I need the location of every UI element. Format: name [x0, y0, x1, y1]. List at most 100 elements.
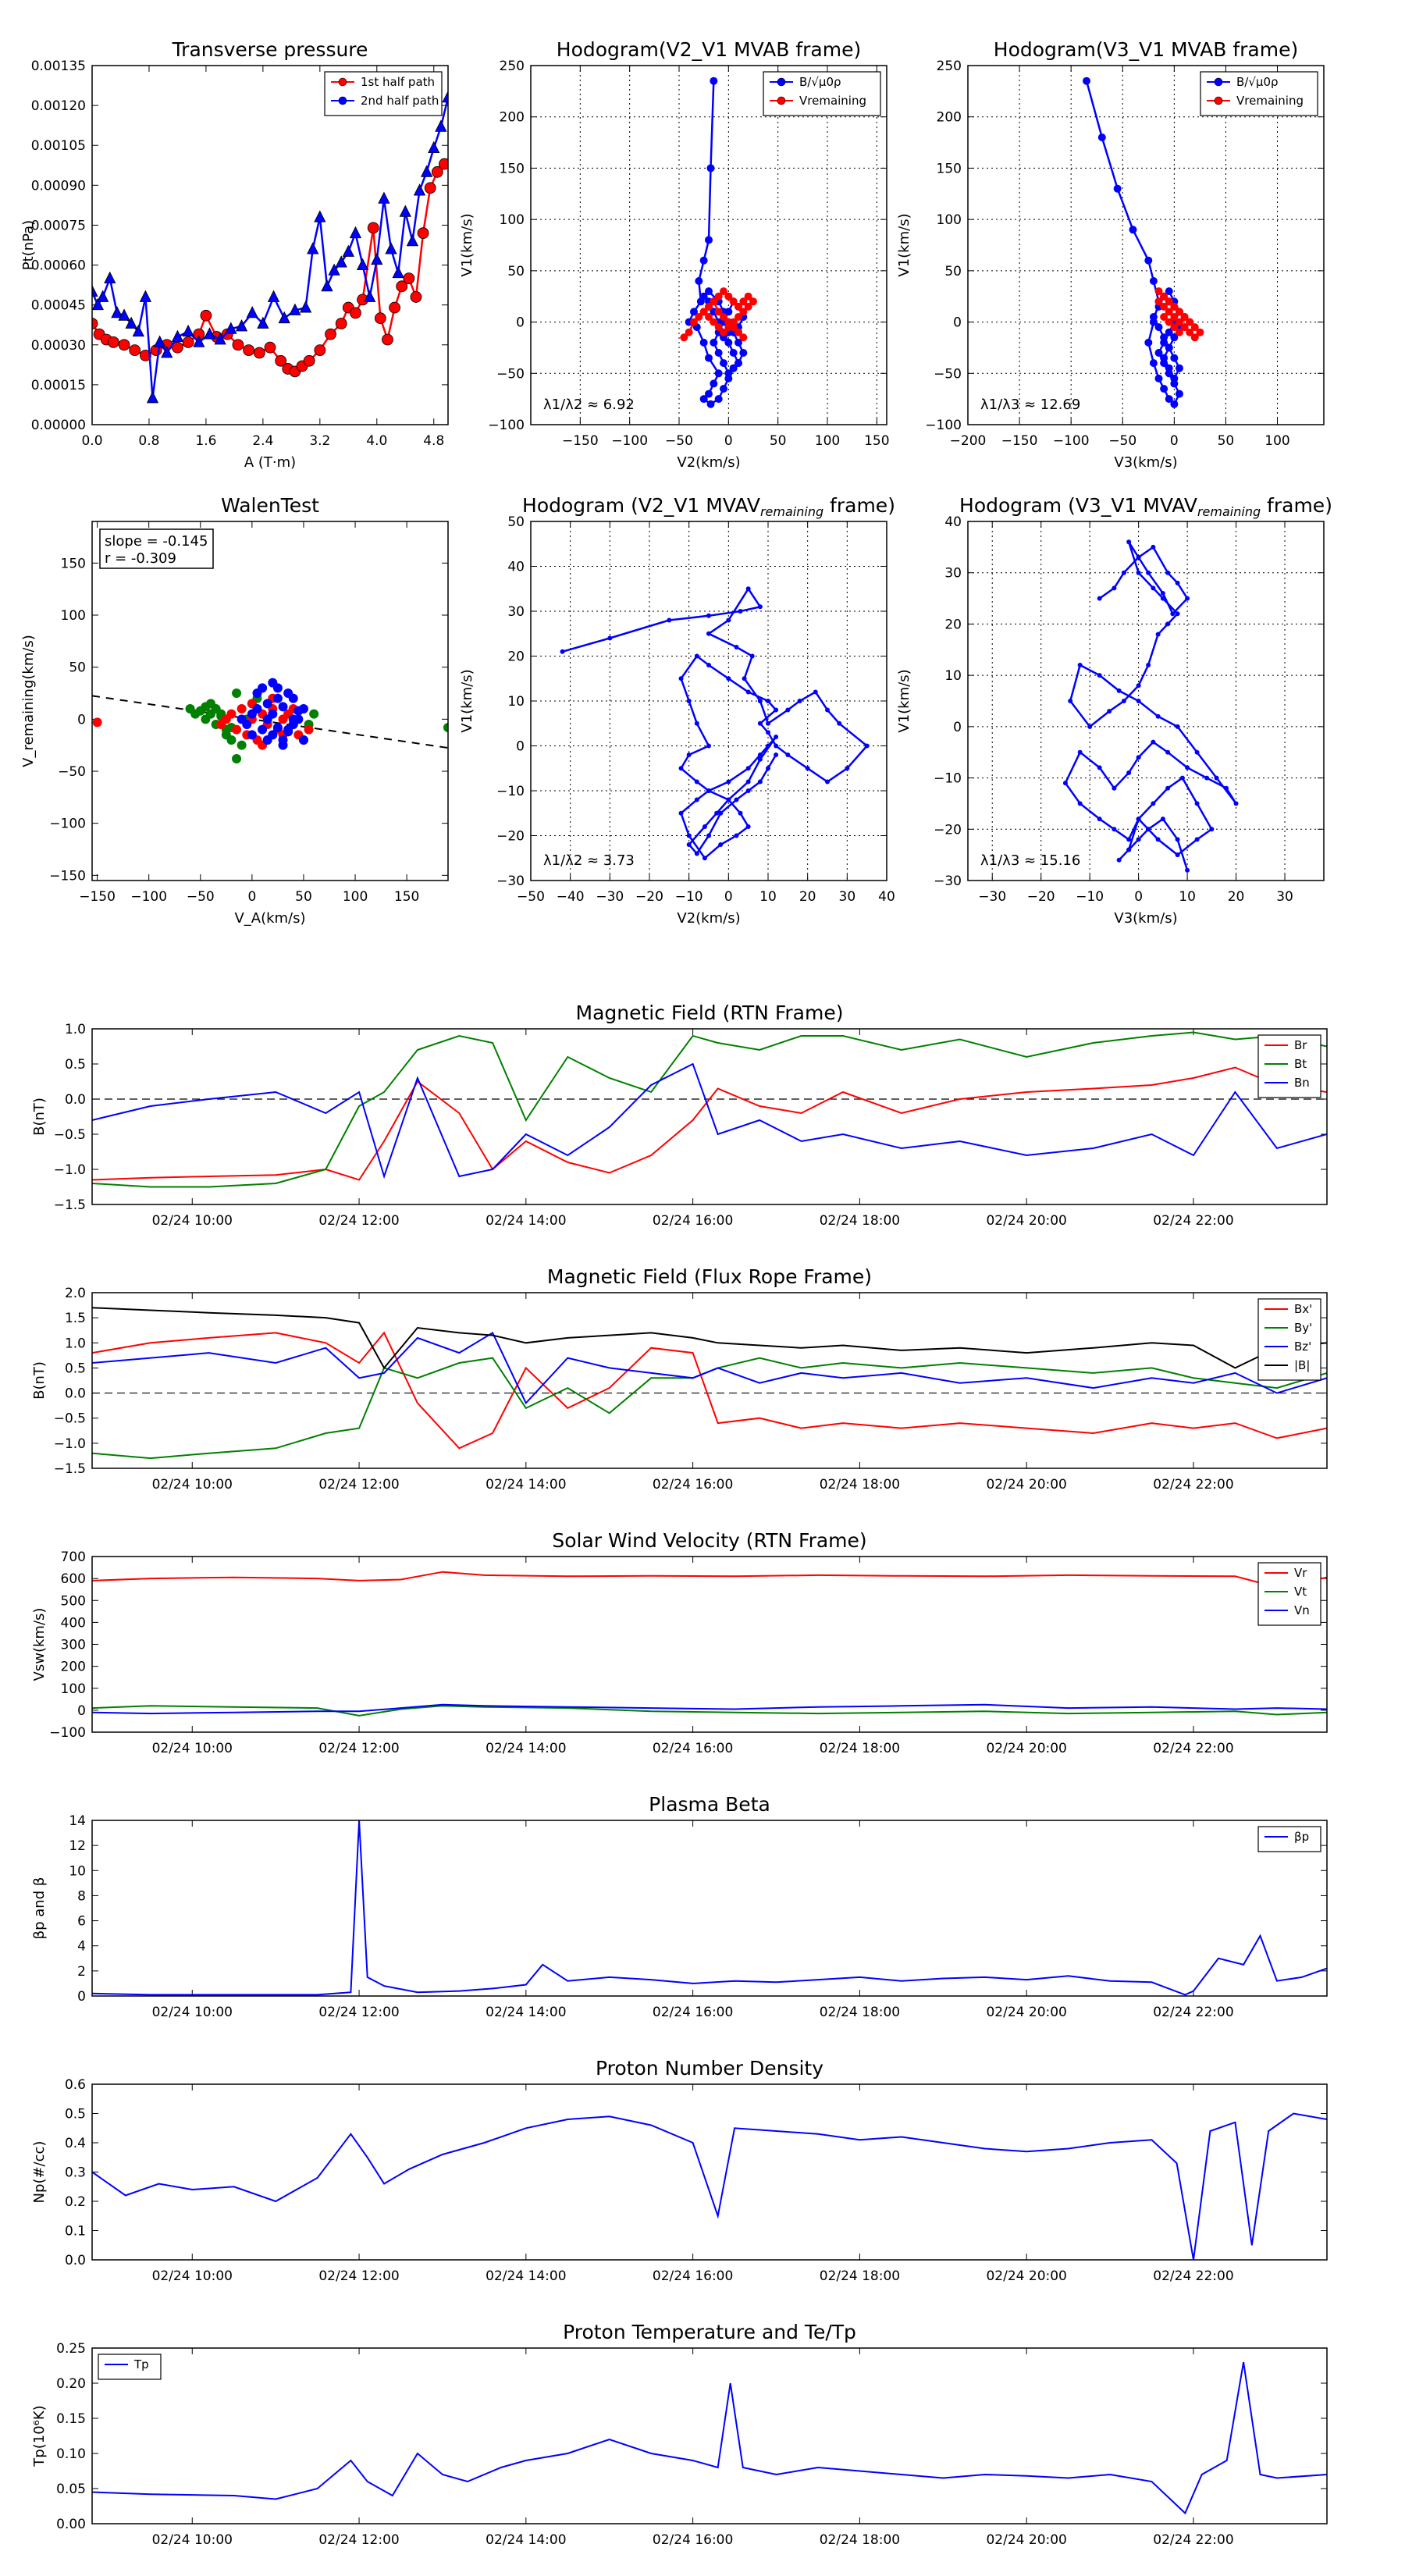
series-line-Br	[92, 1066, 1327, 1181]
magnetic-field-rtn-chart: Magnetic Field (RTN Frame)02/24 10:00 02/…	[31, 1002, 1328, 1229]
y-tick-label: 0.5	[65, 1361, 86, 1376]
legend-label: Br	[1294, 1038, 1307, 1052]
data-point	[1097, 133, 1106, 141]
data-point	[864, 743, 870, 749]
y-tick-label: 0.20	[56, 2376, 86, 2392]
y-axis-label: Np(#/cc)	[31, 2141, 48, 2204]
data-point	[232, 754, 242, 763]
magnetic-field-flux-rope-chart: Magnetic Field (Flux Rope Frame)02/24 10…	[31, 1265, 1328, 1493]
data-layer	[1062, 539, 1239, 873]
x-tick-label: 02/24 14:00	[486, 1477, 566, 1493]
legend-box	[1257, 1826, 1321, 1852]
data-point	[706, 833, 711, 838]
data-point	[710, 297, 718, 306]
data-point	[139, 290, 152, 302]
x-tick-label: 0	[1170, 433, 1179, 449]
x-tick-label: 02/24 16:00	[653, 1213, 733, 1229]
data-point	[1160, 333, 1168, 342]
x-tick-label: 02/24 22:00	[1153, 1477, 1233, 1493]
y-tick-label: 0.10	[56, 2446, 86, 2462]
y-tick-label: 0.00105	[31, 138, 86, 154]
data-point	[1146, 663, 1151, 667]
data-point	[1155, 837, 1161, 842]
data-point	[726, 676, 731, 681]
data-point	[1170, 333, 1179, 342]
y-tick-label: 14	[69, 1813, 86, 1829]
y-tick-label: 150	[937, 161, 962, 176]
axes: 0.0 0.8 1.6 2.4 3.2 4.0 4.8 0.00000 0.00015 0.000…	[31, 59, 448, 449]
axes: 02/24 10:00 02/24 12:00 02/24 14:00 02/24 1…	[69, 1813, 1327, 2020]
data-point	[278, 740, 288, 750]
series-line-p	[92, 1820, 1327, 1996]
data-point	[1170, 354, 1179, 362]
data-point	[699, 292, 708, 301]
data-point	[1170, 313, 1179, 321]
x-tick-label: 10	[1179, 889, 1196, 905]
stats-line: r = -0.309	[105, 550, 176, 567]
x-tick-label: 0	[1134, 889, 1143, 905]
data-point	[1160, 292, 1168, 301]
x-tick-label: 02/24 16:00	[653, 2268, 733, 2284]
data-point	[153, 335, 166, 347]
data-point	[1121, 570, 1126, 575]
y-tick-label: 40	[944, 514, 962, 530]
chart-title: Hodogram (V3_V1 MVAVremaining frame)	[959, 494, 1332, 519]
data-point	[1194, 837, 1200, 842]
legend: Br Bt Bn	[1257, 1034, 1321, 1098]
x-tick-label: 02/24 18:00	[820, 1213, 900, 1229]
x-axis-label: V2(km/s)	[677, 910, 740, 927]
x-tick-label: −30	[596, 889, 624, 905]
data-point	[1154, 349, 1163, 357]
data-layer	[92, 678, 448, 763]
data-point	[735, 359, 742, 368]
data-point	[1116, 688, 1122, 693]
data-point	[766, 699, 770, 703]
y-tick-label: 0.0	[65, 1092, 86, 1108]
x-tick-label: 50	[770, 433, 787, 449]
data-point	[1170, 374, 1179, 382]
data-point	[257, 316, 269, 329]
data-point	[443, 723, 448, 732]
data-point	[272, 683, 283, 693]
data-point	[738, 810, 743, 816]
x-tick-label: 150	[864, 433, 889, 449]
plot-frame	[91, 1820, 1328, 1997]
data-point	[232, 724, 242, 735]
series-line-V	[562, 586, 869, 860]
data-point	[92, 284, 98, 297]
data-point	[805, 766, 810, 771]
data-point	[118, 339, 130, 351]
data-layer	[680, 76, 757, 408]
series-line-Vn	[92, 1703, 1327, 1715]
legend-marker	[1214, 77, 1223, 87]
y-tick-label: 0	[77, 712, 86, 728]
data-point	[293, 706, 304, 716]
data-layer	[92, 1571, 1327, 1717]
data-point	[735, 302, 742, 311]
eigenvalue-ratio-annotation: λ1/λ3 ≈ 15.16	[980, 852, 1080, 869]
legend-marker	[777, 96, 786, 105]
y-tick-label: 0	[953, 720, 962, 735]
data-point	[678, 766, 684, 771]
data-point	[288, 693, 298, 703]
data-point	[1170, 323, 1179, 332]
legend-label: Vremaining	[799, 94, 866, 108]
y-tick-label: 0.00030	[31, 338, 86, 354]
data-point	[1146, 827, 1151, 832]
plot-frame	[530, 65, 887, 425]
data-point	[749, 653, 755, 659]
y-tick-label: −1.0	[54, 1436, 86, 1452]
data-point	[734, 797, 739, 802]
x-tick-label: 50	[1218, 433, 1235, 449]
chart-title: Solar Wind Velocity (RTN Frame)	[552, 1529, 866, 1552]
data-point	[1194, 749, 1200, 755]
y-tick-label: 250	[937, 59, 962, 74]
data-point	[252, 704, 262, 713]
data-point	[1175, 611, 1180, 617]
plot-frame	[91, 1292, 1328, 1469]
data-point	[1224, 785, 1229, 791]
data-point	[739, 308, 748, 316]
data-point	[745, 766, 751, 771]
legend-label: B/√μ0ρ	[1236, 75, 1279, 89]
